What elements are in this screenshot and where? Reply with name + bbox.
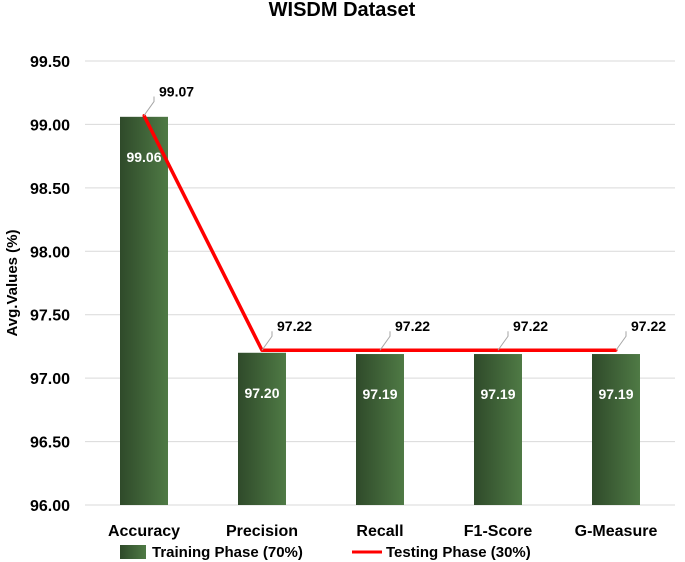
bar <box>592 354 640 505</box>
y-tick-label: 96.50 <box>30 435 70 452</box>
legend-swatch-training <box>120 545 146 559</box>
x-axis-categories: Accuracy Precision Recall F1-Score G-Measure <box>108 523 657 540</box>
line-data-label: 97.22 <box>277 318 312 334</box>
bar-data-label: 99.06 <box>126 149 161 165</box>
y-tick-label: 97.50 <box>30 308 70 325</box>
y-tick-label: 96.00 <box>30 498 70 515</box>
y-tick-label: 97.00 <box>30 371 70 388</box>
line-data-label: 97.22 <box>395 318 430 334</box>
bar-data-label: 97.19 <box>362 386 397 402</box>
legend-label-testing: Testing Phase (30%) <box>386 544 531 561</box>
y-axis-ticks: 96.00 96.50 97.00 97.50 98.00 98.50 99.00 99.50 <box>30 54 70 515</box>
line-data-label: 97.22 <box>631 318 666 334</box>
chart-title: WISDM Dataset <box>269 0 416 21</box>
bar <box>120 116 168 506</box>
y-tick-label: 98.00 <box>30 244 70 261</box>
line-label-leader <box>143 96 155 116</box>
bar-data-label: 97.19 <box>480 386 515 402</box>
x-category-label: G-Measure <box>575 523 658 540</box>
x-category-label: F1-Score <box>464 523 533 540</box>
x-category-label: Precision <box>226 523 298 540</box>
line-label-leader <box>497 331 509 351</box>
y-tick-label: 98.50 <box>30 181 70 198</box>
bar-series: 99.06 97.20 97.19 97.19 97.19 <box>120 116 640 506</box>
bar-data-label: 97.19 <box>598 386 633 402</box>
bar <box>356 354 404 505</box>
line-series: 99.07 97.22 97.22 97.22 97.22 <box>142 84 666 352</box>
x-category-label: Accuracy <box>108 523 180 540</box>
y-tick-label: 99.00 <box>30 117 70 134</box>
x-category-label: Recall <box>356 523 403 540</box>
bar <box>238 352 286 505</box>
y-axis-label: Avg.Values (%) <box>4 230 21 337</box>
line-label-leader <box>615 331 627 351</box>
line-data-label: 99.07 <box>159 84 194 100</box>
y-tick-label: 99.50 <box>30 54 70 71</box>
legend: Training Phase (70%) Testing Phase (30%) <box>120 544 531 561</box>
bar <box>474 354 522 505</box>
bar-data-label: 97.20 <box>244 385 279 401</box>
line-label-leader <box>261 331 273 351</box>
line-data-label: 97.22 <box>513 318 548 334</box>
line-label-leader <box>379 331 391 351</box>
legend-label-training: Training Phase (70%) <box>152 544 303 561</box>
